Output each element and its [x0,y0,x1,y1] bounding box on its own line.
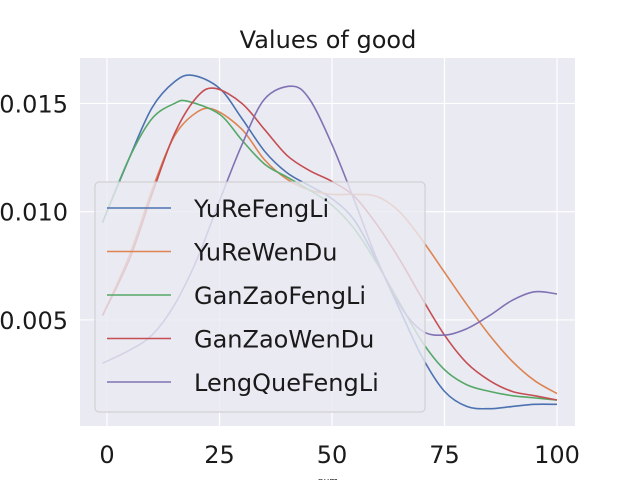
y-tick-label: 0.005 [0,307,68,335]
y-tick-label: 0.015 [0,90,68,118]
y-tick-labels: 0.005 0.010 0.015 [0,90,68,334]
y-tick-label: 0.010 [0,199,68,227]
x-tick-label: 75 [429,441,460,469]
legend-label: YuReWenDu [193,239,337,267]
legend-label: YuReFengLi [193,195,329,223]
x-tick-labels: 0 25 50 75 100 [99,441,580,469]
chart-title: Values of good [240,26,417,54]
x-tick-label: 100 [534,441,580,469]
legend-box [94,181,426,413]
x-tick-label: 0 [99,441,114,469]
legend: YuReFengLi YuReWenDu GanZaoFengLi GanZaoWen… [94,181,426,413]
x-tick-label: 50 [317,441,348,469]
legend-label: GanZaoFengLi [194,282,366,310]
x-tick-label: 25 [204,441,235,469]
series-line-ganzaowendu [101,87,558,401]
legend-label: GanZaoWenDu [194,326,374,354]
x-axis-label: num [318,477,338,480]
legend-label: LengQueFengLi [194,369,379,397]
